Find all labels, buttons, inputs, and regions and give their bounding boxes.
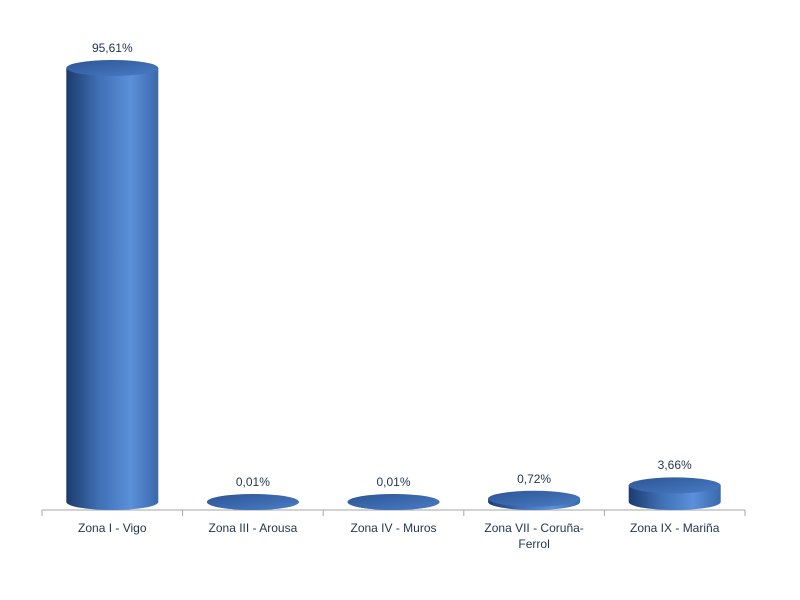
value-label: 95,61% xyxy=(91,41,133,55)
bar xyxy=(66,60,159,510)
bar-top xyxy=(347,493,440,510)
bar-top xyxy=(628,477,721,494)
bar xyxy=(206,493,299,510)
bar-top xyxy=(206,493,299,510)
bar-top xyxy=(488,490,581,507)
bar xyxy=(347,493,440,510)
x-tick-label: Zona IX - Mariña xyxy=(630,521,720,535)
x-tick-label: Zona VII - Coruña-Ferrol xyxy=(484,521,584,551)
bar-body xyxy=(66,68,159,510)
bar-top xyxy=(66,60,159,76)
bar xyxy=(628,477,721,510)
x-tick-label: Zona I - Vigo xyxy=(78,521,147,535)
value-label: 0,01% xyxy=(376,474,411,489)
value-label: 0,01% xyxy=(235,474,270,489)
bar xyxy=(488,490,581,510)
value-label: 0,72% xyxy=(517,471,552,486)
x-tick-label: Zona III - Arousa xyxy=(208,521,298,535)
value-label: 3,66% xyxy=(657,458,692,473)
x-tick-label: Zona IV - Muros xyxy=(350,521,437,535)
